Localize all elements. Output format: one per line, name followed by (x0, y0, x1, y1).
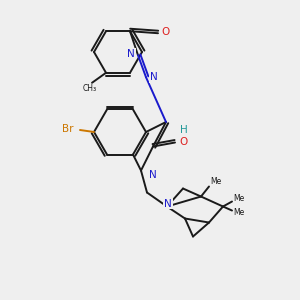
Text: Me: Me (210, 176, 221, 185)
Text: Me: Me (233, 194, 244, 203)
Text: Br: Br (62, 124, 74, 134)
Text: N: N (149, 169, 157, 179)
Text: O: O (162, 27, 170, 37)
Text: O: O (180, 136, 188, 146)
Text: Me: Me (233, 208, 244, 217)
Text: N: N (150, 72, 158, 82)
Text: N: N (164, 199, 172, 208)
Text: N: N (127, 49, 135, 59)
Text: CH₃: CH₃ (83, 84, 97, 93)
Text: H: H (180, 124, 188, 134)
